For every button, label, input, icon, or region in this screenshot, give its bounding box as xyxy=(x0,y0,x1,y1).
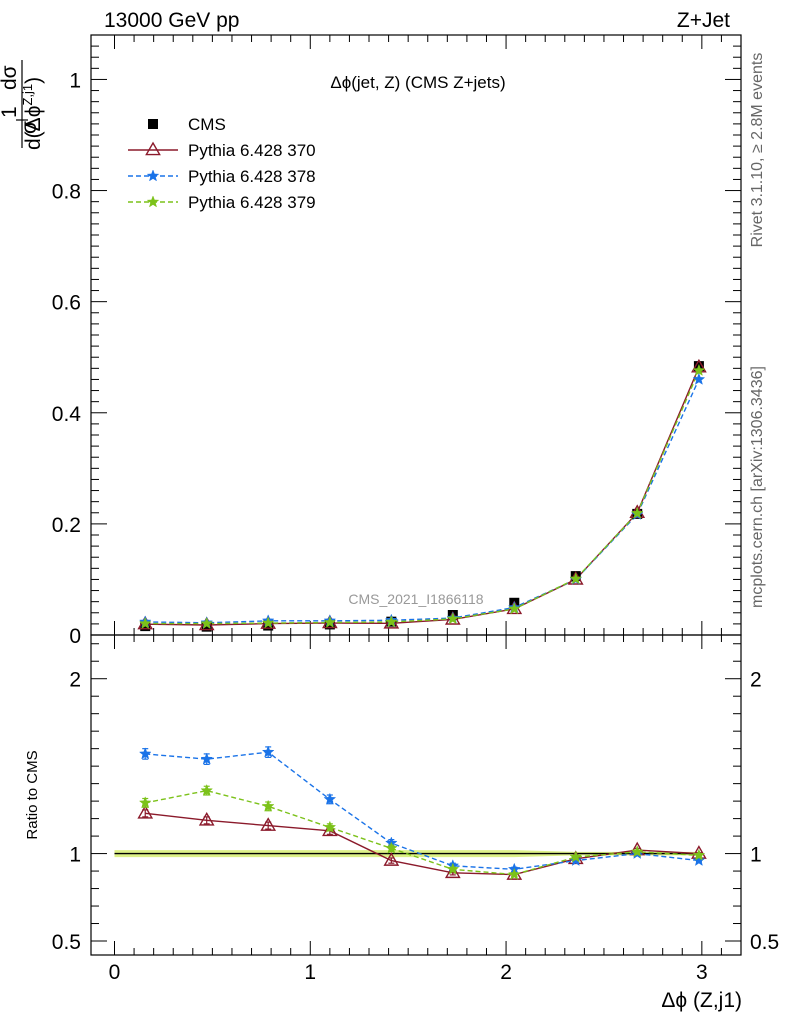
ratio-panel: 0 1 2 3 0.5 0.5 1 1 2 2 Ratio to CMS xyxy=(24,634,779,984)
series-line-3 xyxy=(145,370,700,625)
ratio-y-tick-label: 1 xyxy=(69,844,81,867)
legend-marker-3 xyxy=(146,195,160,208)
point-s3-8 xyxy=(630,506,644,519)
legend-marker-0 xyxy=(148,119,158,129)
ratio-point-s2-7 xyxy=(569,850,583,863)
process-label: Z+Jet xyxy=(677,9,730,32)
x-axis-label: Δϕ (Z,j1) xyxy=(661,989,742,1012)
main-y-tick-label: 0.2 xyxy=(52,514,81,537)
legend-label-1: Pythia 6.428 370 xyxy=(188,141,316,160)
ratio-y-tick-label: 0.5 xyxy=(52,931,81,954)
main-y-tick-label: 0 xyxy=(69,625,81,648)
ratio-point-s2-0 xyxy=(138,796,152,809)
ratio-point-s1-9 xyxy=(692,853,706,867)
ratio-y-tick-label-right: 0.5 xyxy=(750,931,779,954)
ratio-point-s2-3 xyxy=(323,820,337,833)
ratio-point-s2-1 xyxy=(200,783,214,797)
ratio-point-s0-3 xyxy=(321,822,338,837)
legend-marker-2 xyxy=(146,169,160,182)
energy-label: 13000 GeV pp xyxy=(104,9,239,32)
legend-label-2: Pythia 6.428 378 xyxy=(188,167,316,186)
point-s3-7 xyxy=(569,572,583,585)
ratio-line-0 xyxy=(145,812,699,876)
ratio-y-axis-label: Ratio to CMS xyxy=(24,750,41,839)
main-y-tick-label: 0.4 xyxy=(52,403,82,426)
ratio-point-s0-0 xyxy=(137,804,154,819)
ratio-y-tick-label: 2 xyxy=(69,669,81,692)
main-y-tick-label: 0.8 xyxy=(52,181,81,204)
ratio-frame xyxy=(90,634,742,956)
point-s3-6 xyxy=(507,602,521,615)
legend: CMS Pythia 6.428 370 Pythia 6.428 378 Pythi… xyxy=(128,115,316,212)
point-s3-0 xyxy=(138,616,152,630)
ylabel-denominator: d(ΔϕZ,j1) xyxy=(20,77,45,150)
x-tick-label: 2 xyxy=(500,961,512,984)
main-y-tick-label: 0.6 xyxy=(52,292,81,315)
analysis-tag: CMS_2021_I1866118 xyxy=(348,591,483,607)
ylabel-one: 1 xyxy=(0,106,21,118)
ratio-point-s0-2 xyxy=(260,817,277,831)
ratio-point-s0-4 xyxy=(383,852,400,866)
point-s0-1 xyxy=(201,621,212,632)
legend-label-0: CMS xyxy=(188,115,226,134)
main-axes: 0 0.2 0.4 0.6 0.8 1 xyxy=(52,34,741,648)
mcplots-label: mcplots.cern.ch [arXiv:1306.3436] xyxy=(749,366,766,608)
point-s3-1 xyxy=(200,616,214,630)
point-s3-4 xyxy=(384,615,398,628)
legend-label-3: Pythia 6.428 379 xyxy=(188,193,316,212)
legend-marker-1 xyxy=(145,141,161,156)
ratio-point-s1-2 xyxy=(261,745,275,758)
ratio-data xyxy=(114,745,707,880)
ratio-point-s1-0 xyxy=(138,747,152,760)
ratio-point-s2-9 xyxy=(692,848,706,861)
ratio-axes: 0 1 2 3 0.5 0.5 1 1 2 2 xyxy=(52,635,779,984)
point-s2-9 xyxy=(692,372,706,385)
ratio-point-s0-1 xyxy=(198,811,215,826)
ratio-point-s2-6 xyxy=(507,867,521,880)
ratio-line-1 xyxy=(145,751,699,871)
ratio-point-s0-5 xyxy=(444,864,461,879)
series-line-2 xyxy=(145,379,700,624)
ylabel-sigma: σ xyxy=(18,121,41,134)
ratio-y-tick-label-right: 1 xyxy=(750,844,762,867)
main-y-axis-label: 1 σ dσ d(ΔϕZ,j1) xyxy=(0,60,45,150)
ratio-point-s2-2 xyxy=(261,799,275,812)
ylabel-dsigma: dσ xyxy=(0,65,21,90)
main-y-tick-label: 1 xyxy=(69,69,81,92)
x-tick-label: 0 xyxy=(109,961,121,984)
chart-title: Δϕ(jet, Z) (CMS Z+jets) xyxy=(330,73,505,92)
ratio-point-s1-1 xyxy=(200,752,214,765)
rivet-label: Rivet 3.1.10, ≥ 2.8M events xyxy=(749,53,766,248)
x-tick-label: 3 xyxy=(696,961,708,984)
point-s3-2 xyxy=(261,616,275,629)
main-panel: 0 0.2 0.4 0.6 0.8 1 Δϕ(jet, Z) (CMS Z+jets) C… xyxy=(0,34,742,648)
point-s3-5 xyxy=(446,612,460,625)
ratio-point-s2-4 xyxy=(384,841,398,854)
point-s3-3 xyxy=(323,615,337,628)
ratio-line-2 xyxy=(145,789,699,876)
main-data xyxy=(137,358,707,632)
series-line-1 xyxy=(145,366,700,626)
ratio-point-s2-5 xyxy=(446,862,460,875)
ratio-y-tick-label-right: 2 xyxy=(750,669,762,692)
ratio-point-s2-8 xyxy=(630,845,644,858)
ratio-point-s1-3 xyxy=(323,792,337,805)
point-s3-9 xyxy=(692,363,706,376)
x-tick-label: 1 xyxy=(304,961,316,984)
